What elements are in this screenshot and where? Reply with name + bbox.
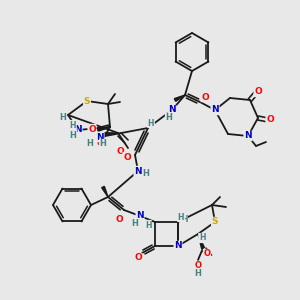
Text: O: O: [203, 250, 211, 259]
Text: H: H: [87, 140, 93, 148]
Text: O: O: [266, 116, 274, 124]
Polygon shape: [98, 127, 110, 131]
Text: N: N: [168, 106, 176, 115]
Text: H: H: [70, 121, 76, 130]
Text: H: H: [142, 169, 149, 178]
Text: O: O: [254, 88, 262, 97]
Text: H: H: [178, 212, 184, 221]
Text: O: O: [123, 152, 131, 161]
Text: N: N: [174, 242, 182, 250]
Text: S: S: [84, 97, 90, 106]
Text: N: N: [211, 106, 219, 115]
Text: H: H: [166, 113, 172, 122]
Text: N: N: [136, 212, 144, 220]
Text: N: N: [244, 131, 252, 140]
Text: H: H: [145, 220, 151, 230]
Text: O: O: [116, 148, 124, 157]
Polygon shape: [174, 95, 185, 101]
Text: N: N: [74, 125, 82, 134]
Text: H: H: [195, 269, 201, 278]
Text: O: O: [96, 140, 104, 148]
Polygon shape: [103, 133, 118, 135]
Text: H: H: [199, 233, 205, 242]
Text: O: O: [194, 262, 202, 271]
Text: H: H: [181, 214, 187, 224]
Text: O: O: [201, 92, 209, 101]
Text: H: H: [100, 140, 106, 148]
Text: N: N: [96, 133, 104, 142]
Text: N: N: [134, 167, 142, 176]
Text: H: H: [70, 130, 76, 140]
Text: H: H: [60, 112, 66, 122]
Polygon shape: [198, 234, 204, 248]
Text: O: O: [115, 215, 123, 224]
Text: O: O: [134, 254, 142, 262]
Text: O: O: [88, 124, 96, 134]
Text: S: S: [212, 218, 218, 226]
Text: H: H: [148, 118, 154, 127]
Polygon shape: [102, 186, 108, 197]
Text: H: H: [132, 218, 138, 227]
